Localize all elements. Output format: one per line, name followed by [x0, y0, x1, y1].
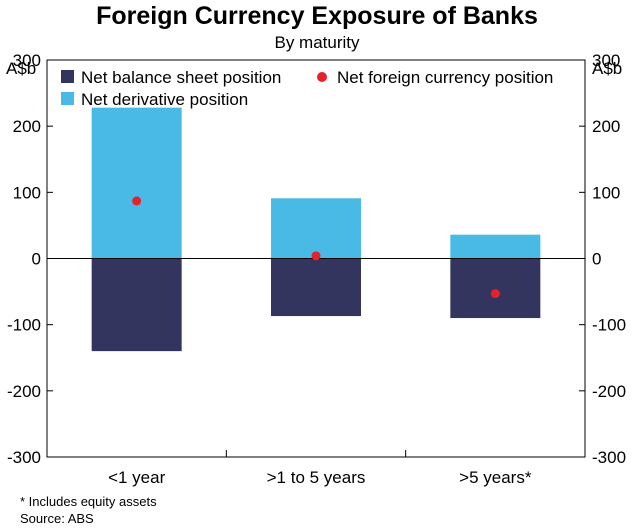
legend-label-balance-sheet: Net balance sheet position — [81, 68, 281, 87]
y-tick-label-left-3: 0 — [32, 250, 41, 269]
legend-swatch-derivative — [61, 92, 74, 105]
y-tick-label-right-0: 300 — [592, 51, 620, 70]
footnote-equity: * Includes equity assets — [20, 494, 157, 509]
y-tick-label-right-6: -300 — [592, 448, 626, 467]
bar-derivative-2 — [450, 234, 541, 259]
legend-label-derivative: Net derivative position — [81, 90, 248, 109]
chart-title: Foreign Currency Exposure of Banks — [96, 2, 538, 30]
bar-derivative-1 — [271, 198, 361, 259]
source-note: Source: ABS — [20, 511, 94, 526]
y-tick-label-right-3: 0 — [592, 250, 601, 269]
y-axis-unit-right: A$b — [592, 59, 622, 78]
y-tick-label-right-1: 200 — [592, 117, 620, 136]
bar-balance-sheet-0 — [91, 258, 182, 352]
y-axis-unit-left: A$b — [6, 59, 36, 78]
dot-net-fx-2 — [490, 289, 500, 299]
bar-balance-sheet-1 — [271, 258, 361, 317]
bar-derivative-0 — [91, 107, 182, 259]
dot-net-fx-1 — [311, 251, 321, 261]
category-label-1: >1 to 5 years — [267, 468, 366, 487]
y-tick-label-left-4: -100 — [7, 316, 41, 335]
category-label-2: >5 years* — [459, 468, 532, 487]
y-tick-label-left-6: -300 — [7, 448, 41, 467]
legend-label-net-fx: Net foreign currency position — [337, 68, 553, 87]
legend-swatch-balance-sheet — [61, 70, 74, 83]
category-label-0: <1 year — [108, 468, 166, 487]
y-tick-label-left-5: -200 — [7, 382, 41, 401]
legend-marker-net-fx — [317, 72, 327, 82]
dot-net-fx-0 — [132, 196, 142, 206]
y-tick-label-left-2: 100 — [13, 183, 41, 202]
y-tick-label-left-0: 300 — [13, 51, 41, 70]
y-tick-label-left-1: 200 — [13, 117, 41, 136]
y-tick-label-right-5: -200 — [592, 382, 626, 401]
chart-subtitle: By maturity — [274, 33, 360, 52]
y-tick-label-right-2: 100 — [592, 183, 620, 202]
bar-balance-sheet-2 — [450, 258, 541, 319]
y-tick-label-right-4: -100 — [592, 316, 626, 335]
